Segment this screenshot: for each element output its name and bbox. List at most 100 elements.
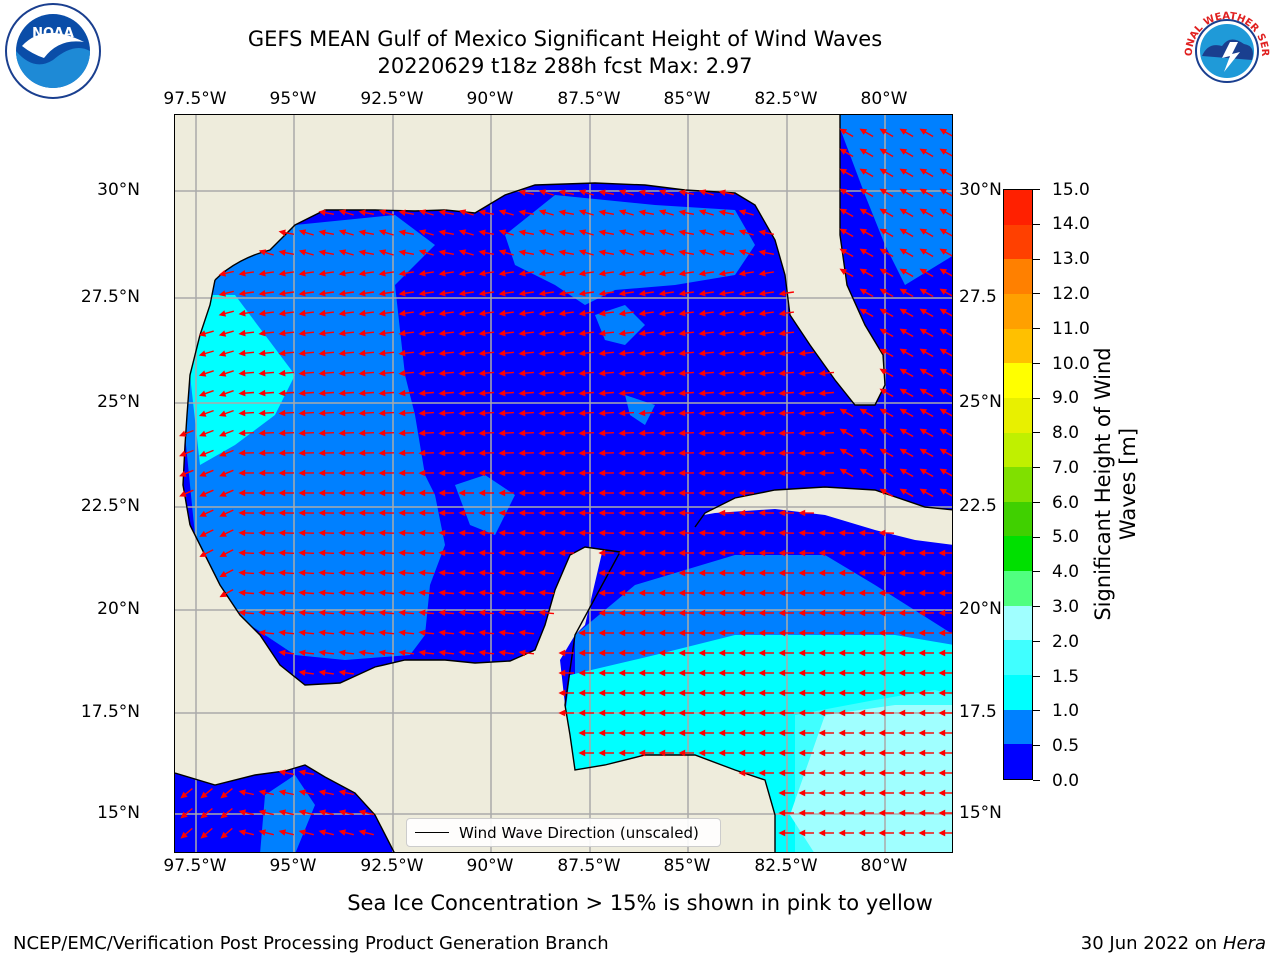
wave-direction-arrowhead [879,308,888,315]
wave-direction-arrowhead [398,329,406,337]
wave-direction-arrowhead [758,309,766,317]
wave-direction-arrowhead [778,409,786,417]
wave-direction-arrowhead [438,229,446,236]
wave-direction-arrowhead [418,609,426,617]
wave-direction-arrowhead [738,469,746,477]
wave-direction-arrowhead [258,829,267,836]
wave-direction-arrowhead [438,529,446,537]
wave-direction-arrowhead [538,429,546,437]
wave-direction-arrowhead [258,549,266,557]
wave-direction-arrowhead [338,829,347,836]
wave-direction-arrowhead [598,569,606,577]
wave-direction-arrowhead [518,349,526,357]
wave-direction-arrowhead [318,489,326,497]
wave-direction-arrowhead [758,689,766,697]
wave-direction-arrowhead [378,309,386,317]
wave-direction-arrowhead [358,429,366,437]
wave-direction-arrowhead [418,229,427,236]
wave-direction-arrowhead [418,349,426,357]
colorbar-segment [1004,743,1032,779]
wave-direction-arrowhead [418,649,426,657]
wave-direction-arrowhead [758,629,766,637]
wave-direction-arrowhead [878,589,886,597]
wave-direction-arrowhead [818,749,826,757]
wave-direction-arrowhead [818,429,826,437]
wave-direction-arrowhead [698,629,706,637]
colorbar-segment [1004,639,1032,676]
wave-direction-arrowhead [258,249,267,256]
colorbar-tick-mark [1033,189,1040,190]
wave-direction-arrowhead [899,448,908,455]
colorbar-tick-mark [1033,467,1040,469]
wave-direction-arrowhead [538,229,547,236]
wave-direction-arrowhead [899,408,908,415]
wave-direction-arrowhead [818,609,826,617]
wave-direction-arrowhead [698,369,706,377]
wave-direction-arrowhead [338,789,346,796]
wave-direction-arrowhead [238,349,246,357]
wave-direction-arrowhead [778,289,786,297]
wave-direction-arrowhead [199,550,207,557]
colorbar-tick: 13.0 [1052,249,1090,269]
wave-direction-arrowhead [658,189,667,196]
wave-direction-arrowhead [638,189,646,196]
colorbar-tick: 6.0 [1052,493,1080,513]
colorbar-tick: 0.5 [1052,736,1080,756]
wave-direction-arrowhead [878,729,886,737]
wave-direction-arrowhead [458,629,466,637]
wave-direction-arrowhead [438,469,446,477]
wave-direction-arrowhead [618,569,626,577]
wave-direction-arrowhead [378,549,386,557]
wave-direction-arrowhead [398,509,406,517]
run-machine: Hera [1222,933,1266,954]
graticule [175,115,952,852]
wave-direction-arrowhead [298,369,306,377]
wave-direction-arrowhead [298,449,306,457]
wave-direction-arrowhead [378,529,386,537]
wave-direction-arrowhead [219,550,227,557]
wave-direction-arrowhead [658,749,666,757]
chart-title: GEFS MEAN Gulf of Mexico Significant Hei… [247,27,883,51]
wave-direction-arrowhead [598,229,606,236]
wave-direction-arrowhead [478,509,486,517]
wave-direction-arrowhead [778,569,786,577]
wave-direction-arrowhead [678,449,686,457]
wave-direction-arrowhead [298,809,307,816]
wave-direction-arrowhead [818,569,826,577]
wave-direction-arrowhead [618,409,626,417]
wave-direction-arrowhead [558,209,566,216]
wave-direction-arrowhead [518,489,526,497]
wave-direction-arrowhead [838,549,846,557]
wave-direction-arrowhead [638,309,646,317]
wave-direction-arrowhead [859,308,868,315]
wave-direction-arrowhead [818,529,826,537]
wave-direction-arrowhead [718,249,726,256]
wave-direction-arrowhead [518,509,526,517]
colorbar-segment [1004,397,1032,433]
wave-direction-arrowhead [598,449,606,457]
wave-direction-arrowhead [878,789,886,797]
wave-direction-arrowhead [498,329,506,337]
wave-direction-arrowhead [798,369,806,377]
colorbar-tick: 10.0 [1052,354,1090,374]
wave-direction-arrowhead [939,208,948,215]
wave-direction-arrowhead [658,469,666,477]
wave-direction-arrowhead [378,389,386,397]
wave-direction-arrowhead [578,729,586,737]
wave-direction-arrowhead [278,429,286,437]
wave-direction-arrowhead [478,349,486,357]
wave-direction-arrowhead [498,309,506,317]
wave-direction-arrowhead [758,449,766,457]
wave-direction-arrowhead [899,308,908,315]
wave-direction-arrowhead [238,569,246,577]
wave-direction-arrowhead [478,369,486,377]
wave-direction-arrowhead [538,249,547,256]
wave-direction-arrowhead [220,791,228,799]
wave-direction-arrowhead [318,569,326,577]
wave-direction-arrowhead [538,209,547,216]
wave-direction-arrowhead [879,208,888,215]
wave-direction-arrowhead [638,349,646,357]
wave-direction-arrowhead [518,229,526,236]
lon-tick-bottom: 85°W [663,856,711,876]
wave-direction-arrowhead [598,689,606,697]
